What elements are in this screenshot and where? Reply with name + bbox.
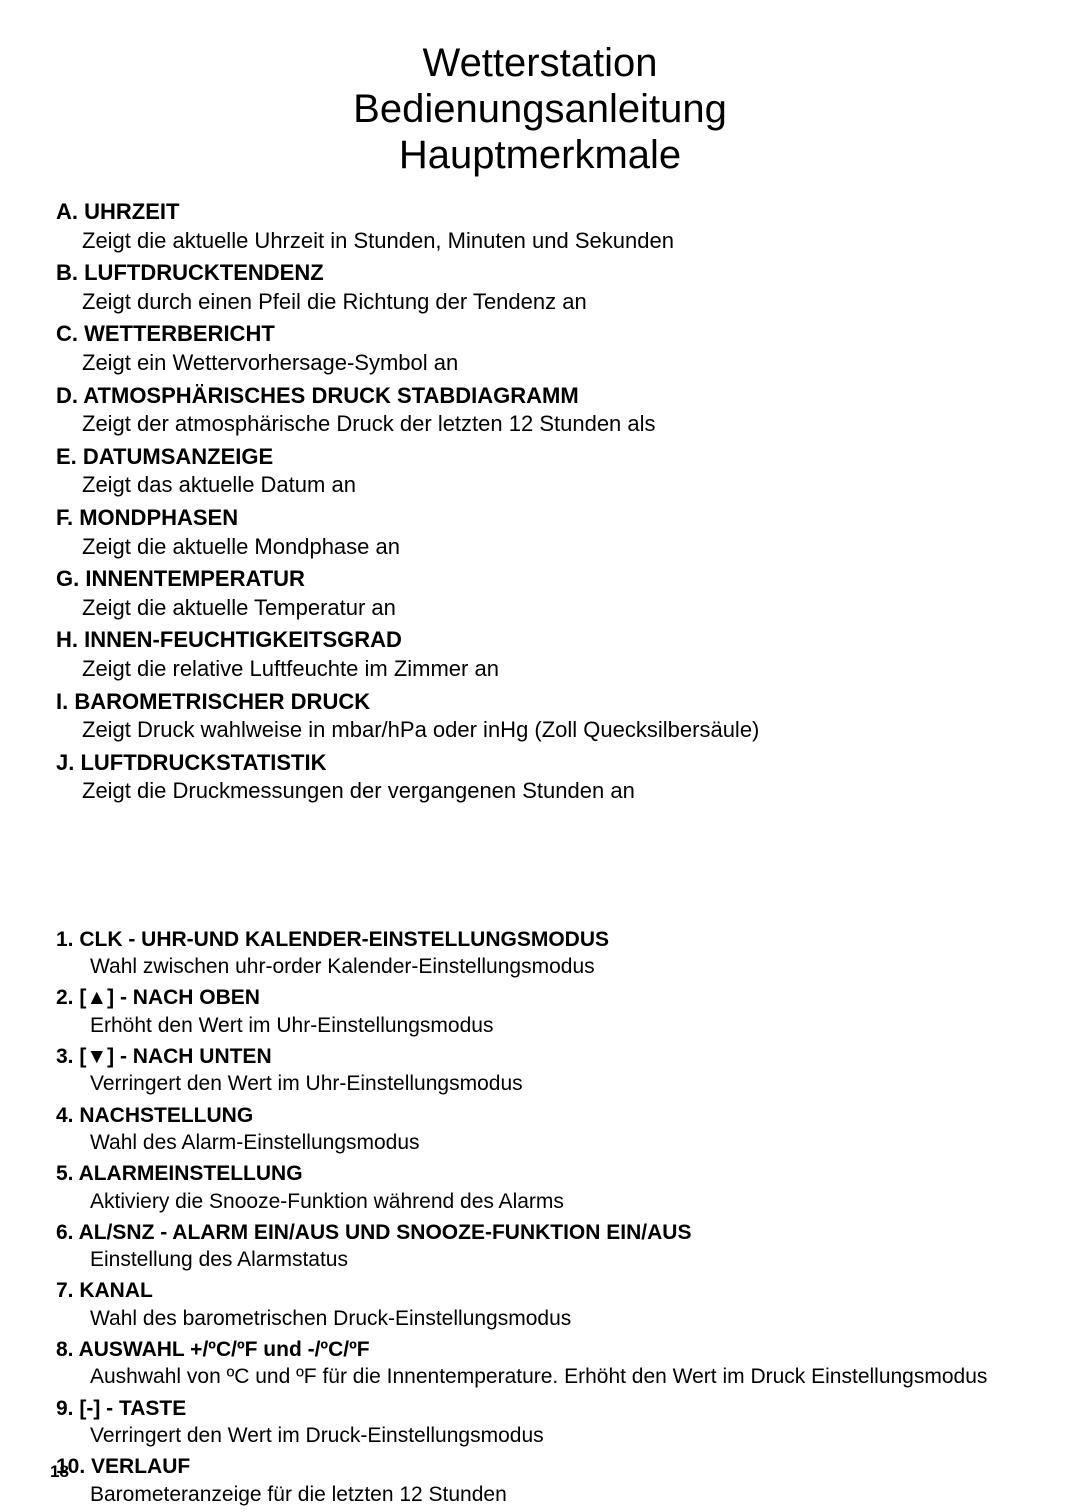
control-label: 1. CLK - UHR-UND KALENDER-EINSTELLUNGSMO… bbox=[56, 926, 1030, 953]
control-desc: Einstellung des Alarmstatus bbox=[56, 1246, 1030, 1273]
control-desc: Wahl des Alarm-Einstellungsmodus bbox=[56, 1129, 1030, 1156]
control-label: 4. NACHSTELLUNG bbox=[56, 1102, 1030, 1129]
feature-item: G. INNENTEMPERATUR Zeigt die aktuelle Te… bbox=[56, 565, 1030, 622]
feature-label: G. INNENTEMPERATUR bbox=[56, 565, 1030, 594]
feature-item: A. UHRZEIT Zeigt die aktuelle Uhrzeit in… bbox=[56, 198, 1030, 255]
feature-item: J. LUFTDRUCKSTATISTIK Zeigt die Druckmes… bbox=[56, 749, 1030, 806]
feature-item: H. INNEN-FEUCHTIGKEITSGRAD Zeigt die rel… bbox=[56, 626, 1030, 683]
feature-label: I. BAROMETRISCHER DRUCK bbox=[56, 688, 1030, 717]
feature-desc: Zeigt das aktuelle Datum an bbox=[56, 471, 1030, 500]
feature-label: J. LUFTDRUCKSTATISTIK bbox=[56, 749, 1030, 778]
feature-item: F. MONDPHASEN Zeigt die aktuelle Mondpha… bbox=[56, 504, 1030, 561]
control-item: 9. [-] - TASTE Verringert den Wert im Dr… bbox=[56, 1395, 1030, 1450]
feature-label: E. DATUMSANZEIGE bbox=[56, 443, 1030, 472]
feature-desc: Zeigt ein Wettervorhersage-Symbol an bbox=[56, 349, 1030, 378]
control-desc: Wahl des barometrischen Druck-Einstellun… bbox=[56, 1305, 1030, 1332]
title-line-2: Bedienungsanleitung bbox=[353, 87, 727, 131]
feature-desc: Zeigt die relative Luftfeuchte im Zimmer… bbox=[56, 655, 1030, 684]
feature-desc: Zeigt die aktuelle Mondphase an bbox=[56, 533, 1030, 562]
feature-desc: Zeigt die aktuelle Temperatur an bbox=[56, 594, 1030, 623]
control-item: 2. [▲] - NACH OBEN Erhöht den Wert im Uh… bbox=[56, 984, 1030, 1039]
feature-item: B. LUFTDRUCKTENDENZ Zeigt durch einen Pf… bbox=[56, 259, 1030, 316]
feature-label: B. LUFTDRUCKTENDENZ bbox=[56, 259, 1030, 288]
control-label: 8. AUSWAHL +/ºC/ºF und -/ºC/ºF bbox=[56, 1336, 1030, 1363]
feature-desc: Zeigt die Druckmessungen der vergangenen… bbox=[56, 777, 1030, 806]
feature-item: I. BAROMETRISCHER DRUCK Zeigt Druck wahl… bbox=[56, 688, 1030, 745]
feature-desc: Zeigt durch einen Pfeil die Richtung der… bbox=[56, 288, 1030, 317]
control-label: 7. KANAL bbox=[56, 1277, 1030, 1304]
control-desc: Verringert den Wert im Uhr-Einstellungsm… bbox=[56, 1070, 1030, 1097]
control-desc: Aushwahl von ºC und ºF für die Innentemp… bbox=[56, 1363, 1030, 1390]
features-list: A. UHRZEIT Zeigt die aktuelle Uhrzeit in… bbox=[56, 198, 1030, 806]
control-desc: Barometeranzeige für die letzten 12 Stun… bbox=[56, 1481, 1030, 1508]
control-desc: Verringert den Wert im Druck-Einstellung… bbox=[56, 1422, 1030, 1449]
control-desc: Erhöht den Wert im Uhr-Einstellungsmodus bbox=[56, 1012, 1030, 1039]
feature-desc: Zeigt Druck wahlweise in mbar/hPa oder i… bbox=[56, 716, 1030, 745]
control-item: 5. ALARMEINSTELLUNG Aktiviery die Snooze… bbox=[56, 1160, 1030, 1215]
feature-desc: Zeigt die aktuelle Uhrzeit in Stunden, M… bbox=[56, 227, 1030, 256]
control-item: 1. CLK - UHR-UND KALENDER-EINSTELLUNGSMO… bbox=[56, 926, 1030, 981]
control-label: 2. [▲] - NACH OBEN bbox=[56, 984, 1030, 1011]
feature-label: A. UHRZEIT bbox=[56, 198, 1030, 227]
feature-label: F. MONDPHASEN bbox=[56, 504, 1030, 533]
control-label: 10. VERLAUF bbox=[56, 1453, 1030, 1480]
control-item: 8. AUSWAHL +/ºC/ºF und -/ºC/ºF Aushwahl … bbox=[56, 1336, 1030, 1391]
control-item: 3. [▼] - NACH UNTEN Verringert den Wert … bbox=[56, 1043, 1030, 1098]
control-item: 6. AL/SNZ - ALARM EIN/AUS UND SNOOZE-FUN… bbox=[56, 1219, 1030, 1274]
control-item: 4. NACHSTELLUNG Wahl des Alarm-Einstellu… bbox=[56, 1102, 1030, 1157]
control-label: 9. [-] - TASTE bbox=[56, 1395, 1030, 1422]
control-desc: Aktiviery die Snooze-Funktion während de… bbox=[56, 1188, 1030, 1215]
control-label: 5. ALARMEINSTELLUNG bbox=[56, 1160, 1030, 1187]
feature-item: E. DATUMSANZEIGE Zeigt das aktuelle Datu… bbox=[56, 443, 1030, 500]
feature-label: H. INNEN-FEUCHTIGKEITSGRAD bbox=[56, 626, 1030, 655]
feature-desc: Zeigt der atmosphärische Druck der letzt… bbox=[56, 410, 1030, 439]
page-number: 18 bbox=[50, 1462, 69, 1482]
control-label: 6. AL/SNZ - ALARM EIN/AUS UND SNOOZE-FUN… bbox=[56, 1219, 1030, 1246]
control-desc: Wahl zwischen uhr-order Kalender-Einstel… bbox=[56, 953, 1030, 980]
control-label: 3. [▼] - NACH UNTEN bbox=[56, 1043, 1030, 1070]
feature-item: D. ATMOSPHÄRISCHES DRUCK STABDIAGRAMM Ze… bbox=[56, 382, 1030, 439]
title-line-1: Wetterstation bbox=[423, 41, 658, 85]
feature-label: C. WETTERBERICHT bbox=[56, 320, 1030, 349]
document-title: Wetterstation Bedienungsanleitung Hauptm… bbox=[50, 40, 1030, 178]
feature-label: D. ATMOSPHÄRISCHES DRUCK STABDIAGRAMM bbox=[56, 382, 1030, 411]
control-item: 10. VERLAUF Barometeranzeige für die let… bbox=[56, 1453, 1030, 1508]
feature-item: C. WETTERBERICHT Zeigt ein Wettervorhers… bbox=[56, 320, 1030, 377]
controls-list: 1. CLK - UHR-UND KALENDER-EINSTELLUNGSMO… bbox=[56, 926, 1030, 1508]
title-line-3: Hauptmerkmale bbox=[399, 133, 681, 177]
control-item: 7. KANAL Wahl des barometrischen Druck-E… bbox=[56, 1277, 1030, 1332]
